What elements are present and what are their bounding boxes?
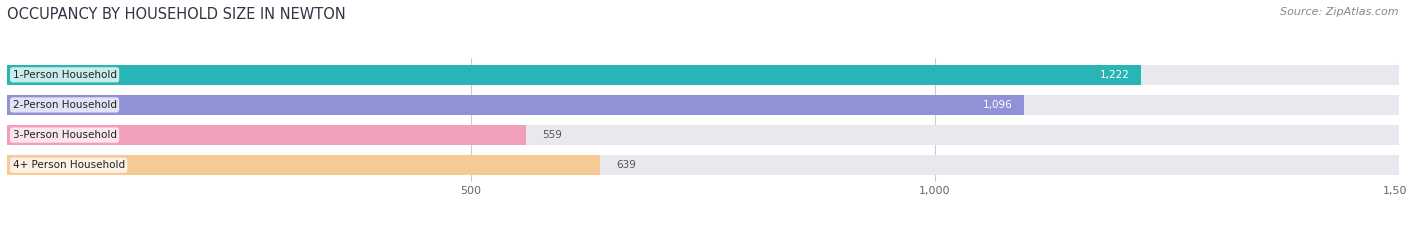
Text: 1,096: 1,096 xyxy=(983,100,1012,110)
Bar xyxy=(7,95,1399,115)
Bar xyxy=(7,155,1399,175)
Bar xyxy=(7,125,526,145)
Text: 559: 559 xyxy=(543,130,562,140)
Bar xyxy=(7,65,1142,85)
Bar xyxy=(7,95,1024,115)
Text: 4+ Person Household: 4+ Person Household xyxy=(13,160,125,170)
Text: 1,222: 1,222 xyxy=(1099,70,1130,80)
Bar xyxy=(7,65,1399,85)
Text: 3-Person Household: 3-Person Household xyxy=(13,130,117,140)
Bar xyxy=(7,125,1399,145)
Text: 639: 639 xyxy=(617,160,637,170)
Text: Source: ZipAtlas.com: Source: ZipAtlas.com xyxy=(1281,7,1399,17)
Text: 1-Person Household: 1-Person Household xyxy=(13,70,117,80)
Text: 2-Person Household: 2-Person Household xyxy=(13,100,117,110)
Bar xyxy=(7,155,600,175)
Text: OCCUPANCY BY HOUSEHOLD SIZE IN NEWTON: OCCUPANCY BY HOUSEHOLD SIZE IN NEWTON xyxy=(7,7,346,22)
